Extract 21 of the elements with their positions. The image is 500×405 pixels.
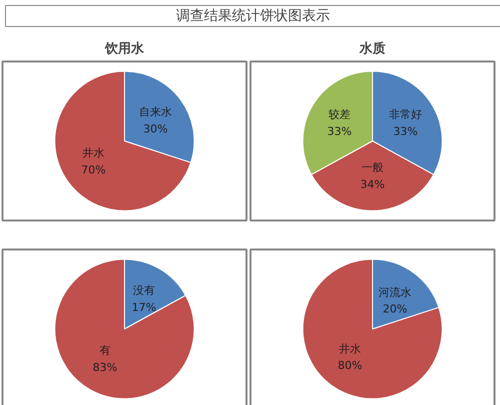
- slice-label: 河流水: [378, 286, 412, 299]
- slice-label: 井水: [338, 342, 361, 356]
- data-label: 20%: [382, 302, 408, 316]
- data-label: 30%: [143, 122, 168, 136]
- text: 调查结果统计饼状图表示: [176, 7, 330, 26]
- chart-title: 饮用水: [104, 42, 145, 56]
- slice-label: 较差: [328, 108, 350, 122]
- data-label: 83%: [92, 361, 118, 374]
- data-label: 17%: [132, 300, 156, 314]
- slice-label: 有: [99, 344, 110, 358]
- slice-label: 井水: [82, 146, 104, 160]
- data-label: 33%: [393, 125, 418, 138]
- data-label: 34%: [360, 178, 385, 191]
- chart-title: 水质: [358, 40, 386, 56]
- data-label: 70%: [81, 164, 106, 177]
- data-label: 33%: [327, 125, 352, 138]
- slice-label: 没有: [133, 284, 156, 297]
- slice-label: 一般: [362, 161, 384, 174]
- slice-label: 非常好: [389, 108, 422, 122]
- slice-label: 自来水: [139, 105, 172, 118]
- data-label: 80%: [338, 359, 362, 372]
